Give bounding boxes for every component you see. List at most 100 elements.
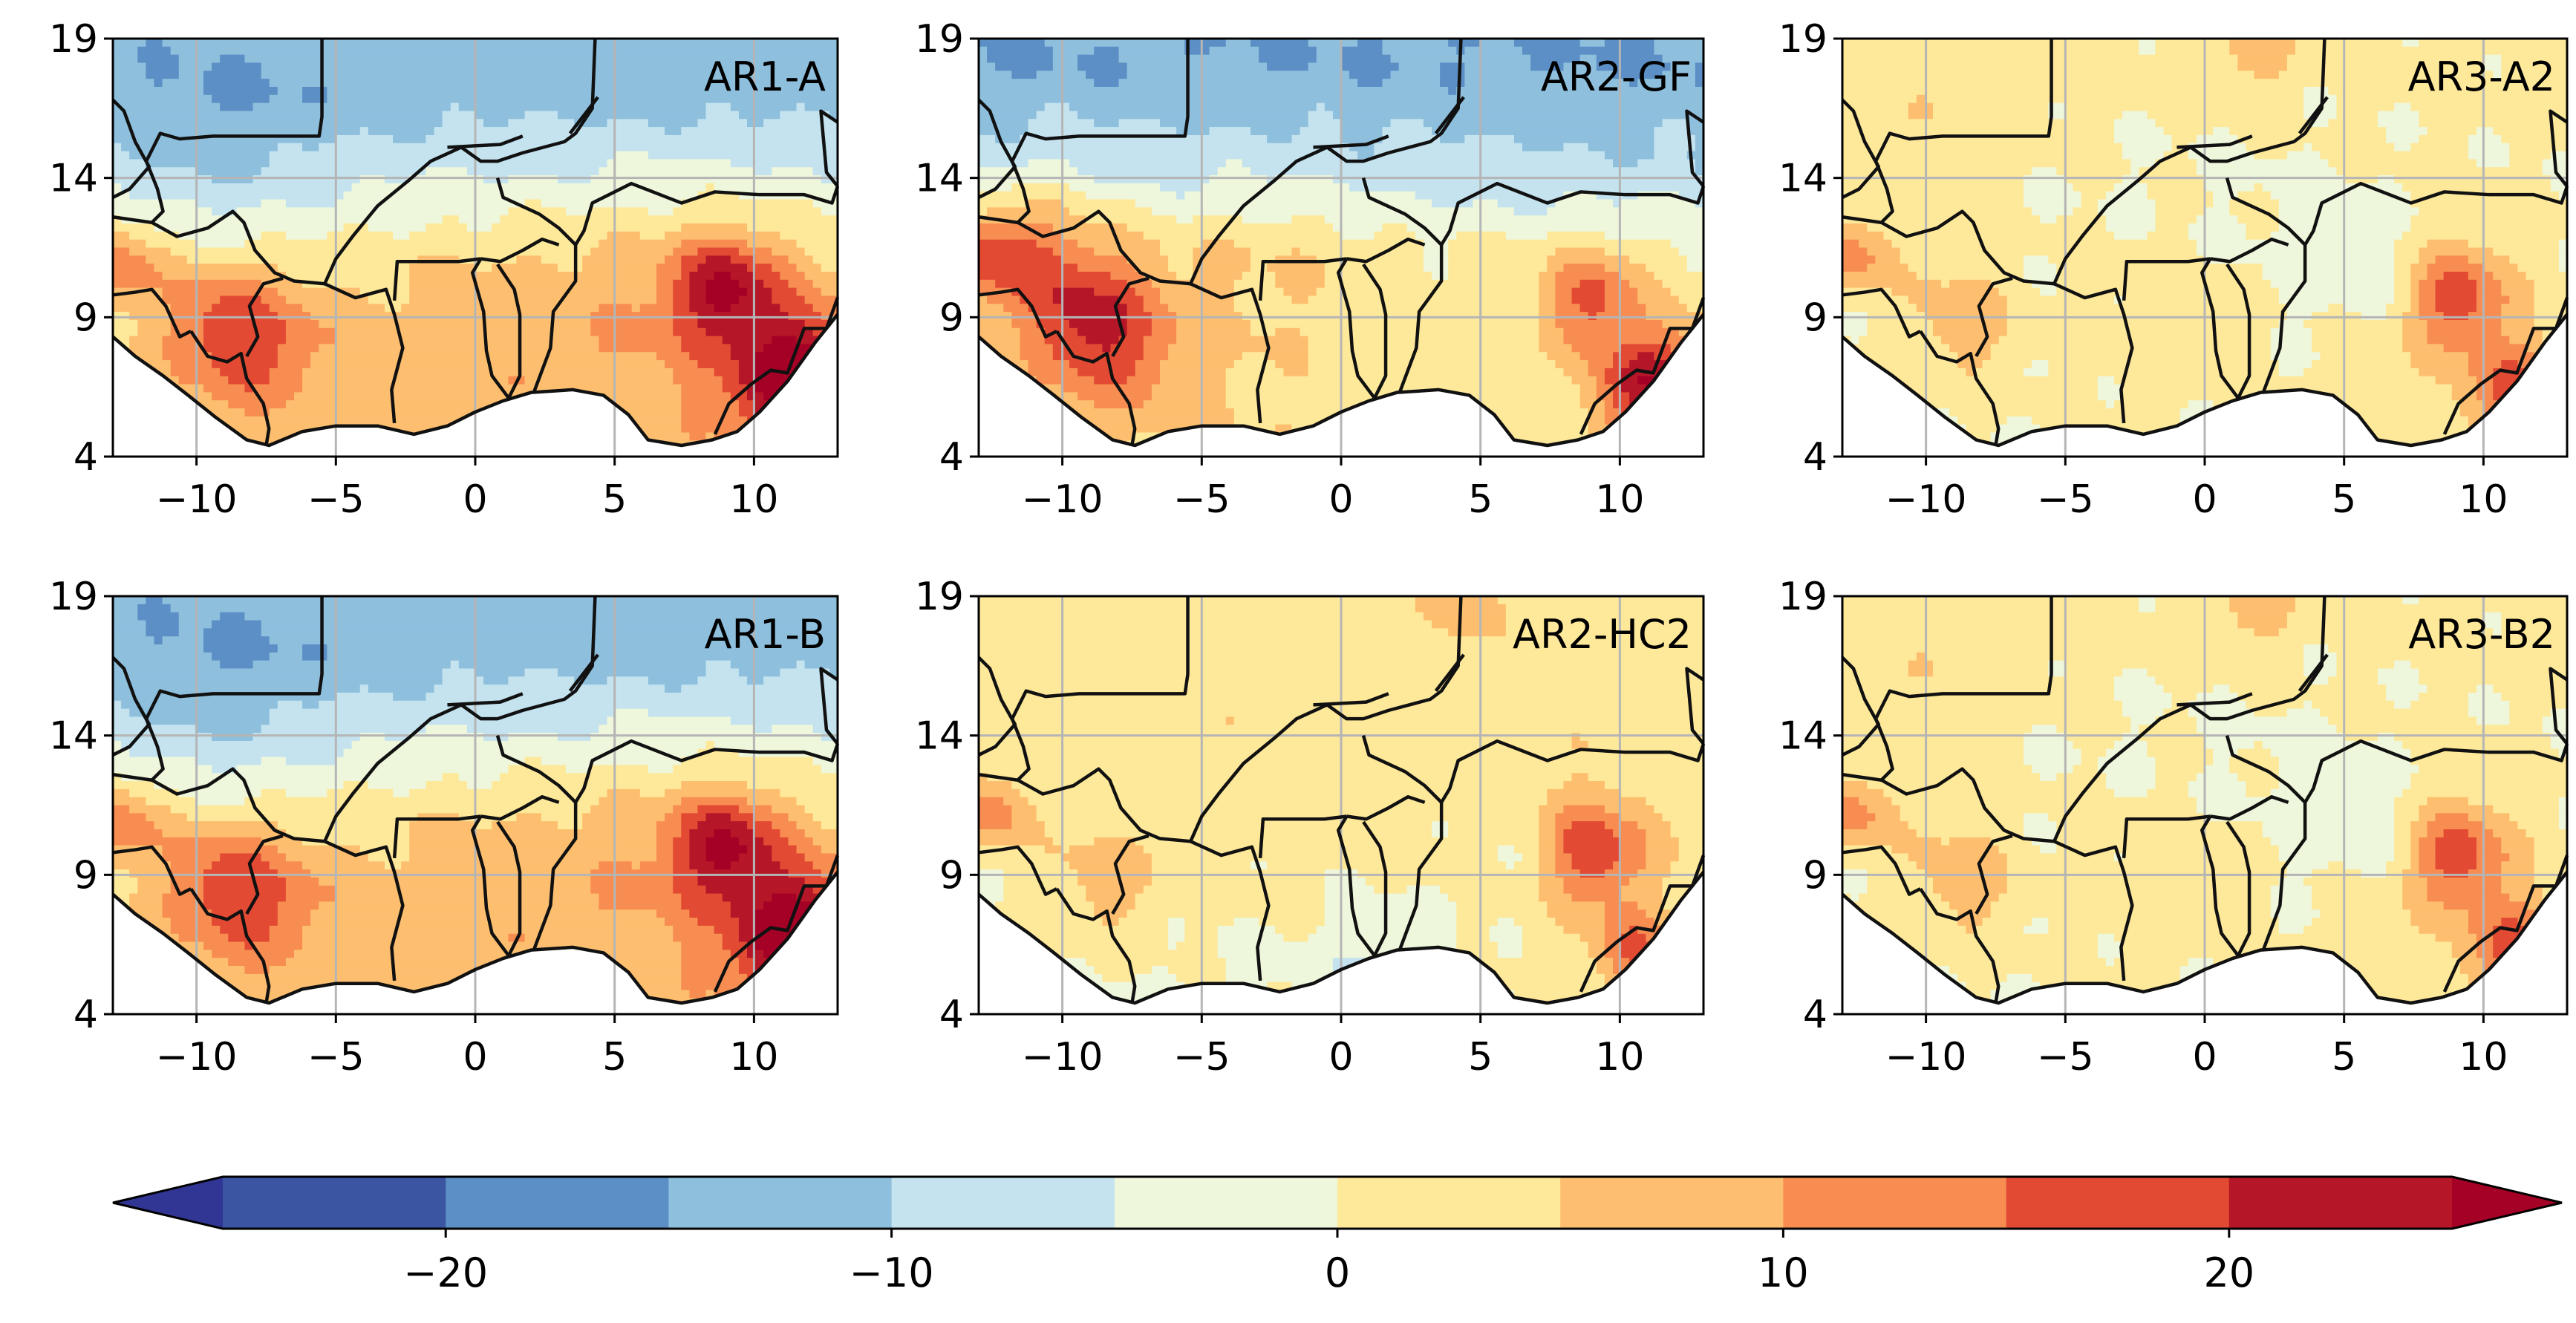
country-border — [1440, 739, 1706, 803]
country-border — [112, 215, 152, 224]
country-border — [978, 287, 1058, 339]
country-border — [245, 276, 284, 357]
panel-label: AR2-HC2 — [1513, 611, 1692, 658]
country-border — [2176, 692, 2253, 707]
x-tick-label: 10 — [729, 1035, 778, 1079]
x-tick-label: −10 — [156, 1035, 238, 1079]
country-border — [2226, 263, 2251, 399]
country-border — [2210, 794, 2289, 821]
colorbar-bin — [1114, 1177, 1338, 1229]
y-tick-label: 4 — [939, 435, 964, 480]
country-border — [1842, 772, 1882, 782]
colorbar-tick-label: 20 — [2203, 1250, 2254, 1296]
country-border — [1346, 237, 1426, 264]
x-tick-label: −10 — [1022, 1035, 1103, 1079]
country-border — [1841, 656, 1881, 757]
x-tick-label: 5 — [602, 477, 627, 522]
x-tick-label: 5 — [1468, 477, 1493, 522]
colorbar-extend-low — [113, 1177, 223, 1229]
x-tick-label: 0 — [2192, 1035, 2217, 1079]
country-border — [245, 834, 284, 915]
country-border — [977, 656, 1017, 757]
y-tick-label: 19 — [49, 17, 98, 62]
y-tick-label: 14 — [915, 714, 964, 759]
x-tick-label: 5 — [602, 1035, 627, 1079]
country-border — [112, 772, 152, 782]
country-border — [1975, 834, 2013, 915]
country-border — [1579, 855, 1706, 993]
country-border — [480, 794, 560, 821]
country-border — [1010, 39, 1190, 224]
x-tick-label: −10 — [1885, 1035, 1967, 1079]
country-border — [1190, 840, 1271, 981]
country-border — [2303, 181, 2569, 246]
colorbar-bin — [223, 1177, 446, 1229]
country-border — [2442, 297, 2569, 435]
country-border — [2303, 739, 2569, 803]
country-border — [151, 38, 597, 286]
y-tick-label: 4 — [74, 993, 98, 1037]
country-border — [819, 667, 839, 745]
country-border — [2053, 282, 2134, 424]
y-tick-label: 4 — [1803, 993, 1827, 1037]
country-border — [496, 263, 522, 399]
country-border — [480, 237, 560, 264]
country-border — [2298, 96, 2329, 134]
x-tick-label: −5 — [1173, 1035, 1230, 1079]
colorbar-bin — [668, 1177, 893, 1229]
coastline — [111, 871, 839, 1005]
map-panel: −10 −5 0 5 10 4 9 14 19 AR2-GF — [915, 17, 1706, 522]
coastline — [111, 313, 839, 448]
country-border — [2122, 257, 2211, 301]
country-border — [151, 595, 597, 843]
country-border — [112, 287, 192, 339]
panel-label: AR3-A2 — [2408, 53, 2555, 100]
x-tick-label: 0 — [463, 1035, 487, 1079]
country-border — [1434, 96, 1465, 134]
y-tick-label: 9 — [74, 853, 98, 898]
country-border — [447, 134, 524, 149]
colorbar-bin — [1560, 1177, 1784, 1229]
country-border — [1190, 282, 1271, 424]
colorbar-bin — [446, 1177, 669, 1229]
country-border — [1055, 887, 1137, 1004]
x-tick-label: −5 — [1173, 477, 1230, 522]
x-tick-label: 10 — [729, 477, 778, 522]
x-tick-label: −10 — [1885, 477, 1967, 522]
country-border — [1579, 297, 1706, 435]
country-border — [1055, 330, 1137, 446]
country-border — [978, 215, 1018, 224]
x-tick-label: 5 — [2332, 477, 2356, 522]
country-border — [713, 855, 840, 993]
country-border — [1880, 595, 2326, 843]
country-border — [1440, 181, 1706, 246]
colorbar: −20 −10 0 10 20 — [112, 1175, 2563, 1296]
country-border — [1874, 596, 2053, 782]
y-tick-label: 4 — [1803, 435, 1827, 480]
country-border — [2549, 109, 2569, 188]
panel-label: AR1-B — [705, 611, 826, 658]
country-border — [2122, 814, 2211, 858]
coastline — [1841, 313, 2569, 448]
country-border — [112, 845, 192, 896]
x-tick-label: 10 — [1595, 1035, 1644, 1079]
x-tick-label: 0 — [2192, 477, 2217, 522]
coastline — [1841, 871, 2569, 1005]
country-border — [1010, 596, 1190, 782]
x-tick-label: −5 — [307, 1035, 365, 1079]
x-tick-label: 10 — [2459, 1035, 2508, 1079]
y-tick-label: 19 — [1778, 575, 1827, 619]
x-tick-label: −5 — [307, 477, 365, 522]
x-tick-label: 5 — [1468, 1035, 1493, 1079]
country-border — [1919, 330, 2001, 446]
colorbar-outline — [112, 1175, 2563, 1230]
country-border — [1842, 287, 1922, 339]
country-border — [568, 653, 599, 692]
country-border — [189, 887, 271, 1004]
country-border — [819, 109, 839, 188]
y-tick-label: 9 — [939, 295, 964, 340]
country-border — [144, 596, 324, 782]
country-border — [574, 181, 840, 246]
country-border — [1685, 667, 1705, 745]
colorbar-tick-label: −10 — [850, 1250, 934, 1296]
